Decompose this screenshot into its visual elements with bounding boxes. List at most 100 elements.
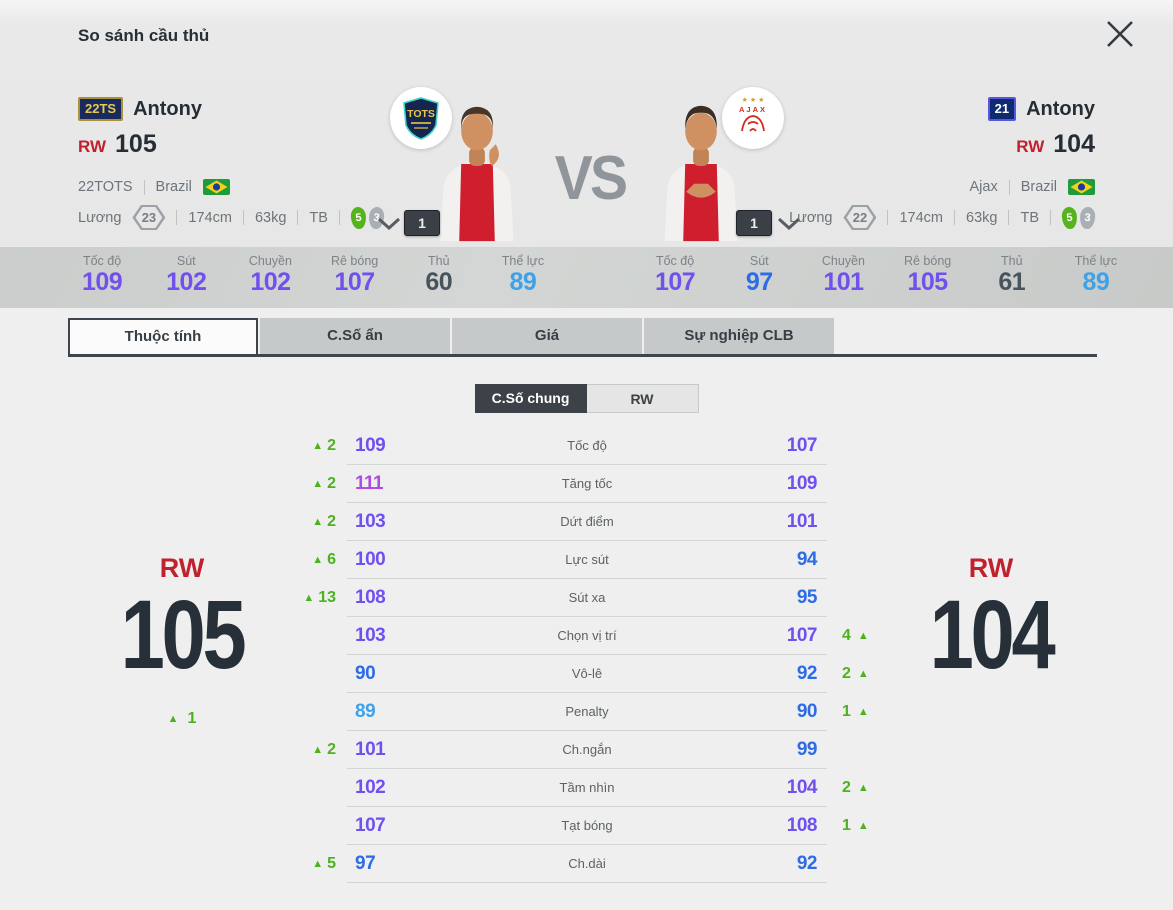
comparison-row: ▲ 13 108 Sút xa 95 ▲ [285, 579, 891, 617]
left-player-club-row: 22TOTS Brazil [78, 179, 230, 195]
comparison-row-body: 100 Lực sút 94 [347, 541, 827, 579]
left-stat-value: 97 [355, 852, 376, 874]
stat-name: Penalty [565, 704, 609, 719]
face-stat-value: 107 [654, 268, 696, 296]
face-stat-value: 105 [907, 268, 948, 296]
face-stat-value: 89 [509, 268, 537, 296]
left-card-index-selector[interactable]: 1 [404, 210, 440, 236]
divider [176, 210, 178, 225]
comparison-row: ▲ 2 101 Ch.ngắn 99 ▲ [285, 731, 891, 769]
face-stat-label: Chuyền [248, 254, 292, 268]
right-card-index-selector[interactable]: 1 [736, 210, 772, 236]
face-stats-bar: Tốc độ 109 Sút 102 Chuyền 102 Rê bóng 10… [0, 247, 1173, 308]
right-diff: 2 ▲ [842, 779, 869, 796]
comparison-row: ▲ 89 Penalty 90 1 ▲ [285, 693, 891, 731]
toggle-option-1[interactable]: RW [586, 384, 699, 413]
face-stat: Rê bóng 107 [313, 254, 397, 296]
stat-name: Chọn vị trí [557, 628, 617, 643]
left-diff: ▲ 2 [312, 437, 336, 454]
left-stat-value: 101 [355, 738, 386, 760]
close-button[interactable] [1100, 14, 1140, 54]
face-stat-label: Tốc độ [82, 254, 122, 268]
up-arrow-icon: ▲ [312, 857, 324, 870]
right-diff: 1 ▲ [842, 703, 869, 720]
face-stat-value: 60 [425, 268, 453, 296]
tab-0[interactable]: Thuộc tính [68, 318, 258, 354]
right-stat-value: 104 [786, 776, 818, 798]
right-card-dropdown-chevron[interactable] [777, 217, 801, 235]
face-stat-value: 107 [334, 268, 375, 296]
right-diff: 2 ▲ [842, 665, 869, 682]
svg-text:AJAX: AJAX [739, 105, 767, 114]
face-stat-label: Sút [749, 254, 769, 268]
stat-name: Sút xa [568, 590, 606, 605]
modal-header: So sánh cầu thủ 22TS Antony RW 105 22TOT… [0, 0, 1173, 247]
tab-3[interactable]: Sự nghiệp CLB [644, 318, 834, 354]
tab-2[interactable]: Giá [452, 318, 642, 354]
left-card-dropdown-chevron[interactable] [377, 217, 401, 235]
comparison-row: ▲ 5 97 Ch.dài 92 ▲ [285, 845, 891, 883]
comparison-row: ▲ 102 Tầm nhìn 104 2 ▲ [285, 769, 891, 807]
left-summary-position: RW [159, 553, 205, 583]
divider [297, 210, 299, 225]
skill-moves-boot-icon: 5 [1061, 205, 1078, 230]
comparison-row: ▲ 2 109 Tốc độ 107 ▲ [285, 427, 891, 465]
toggle-option-0[interactable]: C.Số chung [474, 384, 587, 413]
vs-label: VS [554, 144, 628, 213]
tab-bar: Thuộc tính C.Số ẩn Giá Sự nghiệp CLB [68, 318, 1097, 357]
right-weight: 63kg [966, 209, 998, 226]
face-stat: Rê bóng 105 [886, 254, 970, 296]
tab-1[interactable]: C.Số ẩn [260, 318, 450, 354]
face-stat-label: Tốc độ [655, 254, 695, 268]
right-stat-value: 107 [786, 624, 818, 646]
left-diff: ▲ 13 [303, 589, 336, 606]
right-wage-badge: 22 [843, 205, 877, 230]
right-diff: 1 ▲ [842, 817, 869, 834]
chevron-down-icon [377, 217, 401, 231]
left-diff: ▲ 2 [312, 741, 336, 758]
close-icon [1107, 21, 1133, 47]
right-rating-summary: RW 104 ▲ [896, 553, 1086, 721]
right-stat-value: 94 [796, 548, 818, 570]
up-arrow-icon: ▲ [312, 743, 324, 756]
stat-name: Ch.ngắn [562, 742, 612, 757]
face-stat: Tốc độ 109 [60, 254, 144, 296]
left-stat-value: 89 [355, 700, 376, 722]
divider [1008, 210, 1010, 225]
tots-logo: TOTS [390, 87, 452, 149]
right-card-version-badge: 21 [987, 97, 1017, 121]
comparison-row-body: 111 Tăng tốc 109 [347, 465, 827, 503]
left-stat-value: 102 [355, 776, 386, 798]
up-arrow-icon: ▲ [167, 712, 179, 725]
right-stat-value: 95 [796, 586, 818, 608]
right-stat-value: 107 [786, 434, 818, 456]
right-position: RW [1016, 137, 1045, 156]
left-stat-value: 103 [355, 624, 386, 646]
right-stat-value: 99 [796, 738, 818, 760]
right-player-name: Antony [1026, 97, 1095, 120]
divider [338, 210, 340, 225]
comparison-row: ▲ 103 Chọn vị trí 107 4 ▲ [285, 617, 891, 655]
up-arrow-icon: ▲ [857, 629, 869, 642]
right-summary-overall: 104 [929, 580, 1056, 689]
stat-name: Tạt bóng [561, 818, 613, 833]
up-arrow-icon: ▲ [857, 781, 869, 794]
comparison-row-body: 109 Tốc độ 107 [347, 427, 827, 465]
left-summary-diff: ▲ 1 [167, 710, 197, 727]
face-stat: Thủ 61 [970, 254, 1054, 296]
divider [954, 210, 956, 225]
left-stat-value: 109 [355, 434, 386, 456]
right-stat-value: 92 [796, 662, 818, 684]
face-stat-value: 61 [998, 268, 1026, 296]
right-face-stats: Tốc độ 107 Sút 97 Chuyền 101 Rê bóng 105… [633, 254, 1138, 296]
comparison-row-body: 101 Ch.ngắn 99 [347, 731, 827, 769]
comparison-row-body: 107 Tạt bóng 108 [347, 807, 827, 845]
right-summary-position: RW [968, 553, 1014, 583]
left-stat-value: 108 [355, 586, 386, 608]
right-stat-value: 108 [786, 814, 818, 836]
comparison-row-body: 103 Chọn vị trí 107 [347, 617, 827, 655]
left-stat-value: 111 [355, 472, 384, 494]
chevron-down-icon [777, 217, 801, 231]
face-stat-value: 109 [81, 268, 123, 296]
face-stat: Chuyền 101 [801, 254, 885, 296]
